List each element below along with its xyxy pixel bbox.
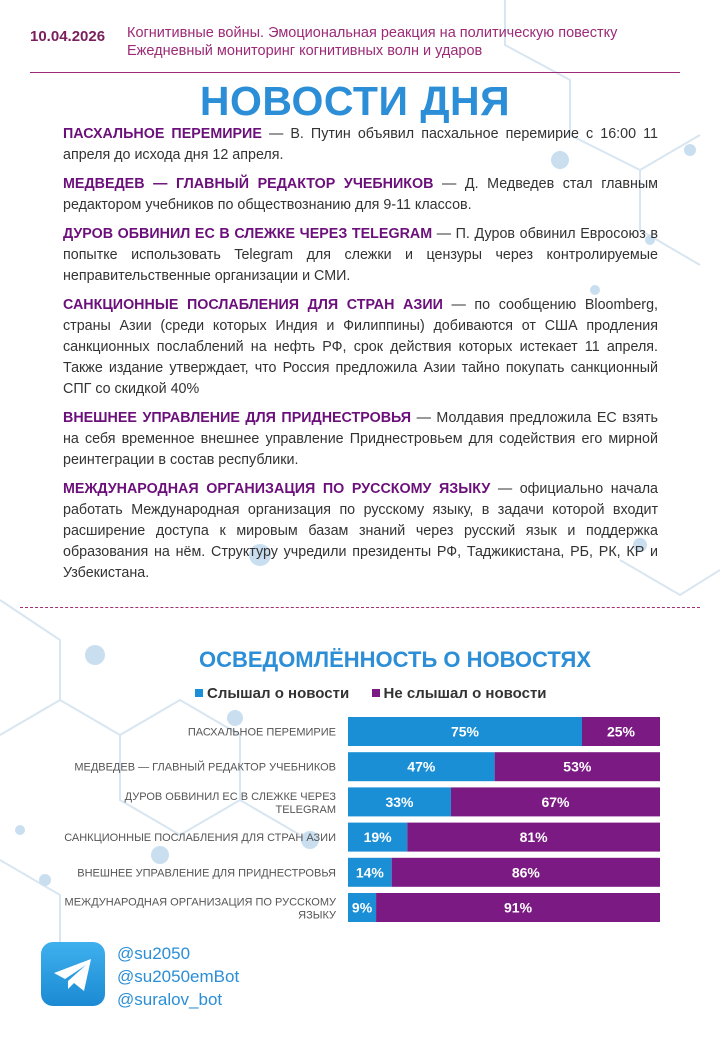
data-label: 47%: [407, 759, 436, 775]
handle-link[interactable]: @suralov_bot: [117, 990, 223, 1009]
data-label: 25%: [607, 724, 636, 740]
news-item: ПАСХАЛЬНОЕ ПЕРЕМИРИЕ — В. Путин объявил …: [63, 124, 658, 166]
category-label: ПАСХАЛЬНОЕ ПЕРЕМИРИЕ: [188, 727, 336, 739]
bar-not-heard: [450, 787, 660, 817]
news-text: — П. Дуров обвинил Евросоюз в попытке ис…: [63, 226, 658, 284]
news-headline: ПАСХАЛЬНОЕ ПЕРЕМИРИЕ: [63, 126, 262, 142]
news-text: — Молдавия предложила ЕС взять на себя в…: [63, 410, 658, 468]
page-title: НОВОСТИ ДНЯ: [199, 78, 511, 124]
data-label: 75%: [451, 724, 480, 740]
chart-legend: Слышал о новости Не слышал о новости: [195, 684, 547, 702]
news-item: МЕЖДУНАРОДНАЯ ОРГАНИЗАЦИЯ ПО РУССКОМУ ЯЗ…: [63, 479, 658, 584]
footer-handles: @su2050 @su2050emBot @suralov_bot: [117, 942, 239, 1011]
news-item: ДУРОВ ОБВИНИЛ ЕС В СЛЕЖКЕ ЧЕРЕЗ TELEGRAM…: [63, 224, 658, 287]
news-headline: МЕДВЕДЕВ — ГЛАВНЫЙ РЕДАКТОР УЧЕБНИКОВ: [63, 176, 434, 192]
bar-heard: [348, 893, 377, 922]
category-label: ЯЗЫКУ: [298, 910, 337, 922]
data-label: 86%: [512, 864, 541, 880]
news-text: — В. Путин объявил пасхальное перемирие …: [63, 126, 658, 163]
data-label: 67%: [541, 794, 570, 810]
news-text: — официально начала работать Международн…: [63, 481, 658, 581]
telegram-icon: [41, 942, 105, 1006]
news-headline: ВНЕШНЕЕ УПРАВЛЕНИЕ ДЛЯ ПРИДНЕСТРОВЬЯ: [63, 410, 412, 426]
legend-swatch-heard: [195, 689, 203, 698]
news-text: — Д. Медведев стал главным редактором уч…: [63, 176, 658, 213]
bar-not-heard: [376, 893, 660, 922]
legend-label-heard: Слышал о новости: [207, 684, 350, 702]
data-label: 14%: [356, 864, 385, 880]
news-list: ПАСХАЛЬНОЕ ПЕРЕМИРИЕ — В. Путин объявил …: [63, 124, 658, 592]
report-date: 10.04.2026: [30, 28, 106, 45]
category-label: САНКЦИОННЫЕ ПОСЛАБЛЕНИЯ ДЛЯ СТРАН АЗИИ: [64, 832, 336, 844]
report-subtitle: Когнитивные войны. Эмоциональная реакция…: [127, 24, 617, 60]
paper-plane-icon: [54, 959, 91, 991]
bar-heard: [348, 857, 392, 887]
category-label: TELEGRAM: [275, 804, 336, 816]
section-divider: [20, 607, 700, 608]
bar-not-heard: [582, 717, 660, 746]
news-text: — по сообщению Bloomberg, страны Азии (с…: [63, 297, 658, 397]
legend-swatch-not-heard: [371, 689, 380, 698]
header: 10.04.2026 Когнитивные войны. Эмоциональ…: [30, 22, 680, 62]
news-item: ВНЕШНЕЕ УПРАВЛЕНИЕ ДЛЯ ПРИДНЕСТРОВЬЯ — М…: [63, 408, 658, 471]
bar-heard: [348, 717, 582, 746]
data-label: 81%: [520, 829, 549, 845]
header-divider: [30, 72, 680, 73]
news-headline: ДУРОВ ОБВИНИЛ ЕС В СЛЕЖКЕ ЧЕРЕЗ TELEGRAM: [63, 226, 433, 242]
subtitle-line-1: Когнитивные войны. Эмоциональная реакция…: [127, 25, 618, 41]
news-headline: САНКЦИОННЫЕ ПОСЛАБЛЕНИЯ ДЛЯ СТРАН АЗИИ: [63, 297, 443, 313]
chart-title: ОСВЕДОМЛЁННОСТЬ О НОВОСТЯХ: [198, 647, 592, 672]
data-label: 33%: [385, 794, 414, 810]
news-item: САНКЦИОННЫЕ ПОСЛАБЛЕНИЯ ДЛЯ СТРАН АЗИИ —…: [63, 295, 658, 400]
bar-not-heard: [494, 752, 660, 782]
news-headline: МЕЖДУНАРОДНАЯ ОРГАНИЗАЦИЯ ПО РУССКОМУ ЯЗ…: [63, 481, 491, 497]
data-label: 91%: [504, 900, 533, 916]
category-label: МЕДВЕДЕВ — ГЛАВНЫЙ РЕДАКТОР УЧЕБНИКОВ: [74, 761, 336, 774]
awareness-chart: ПАСХАЛЬНОЕ ПЕРЕМИРИЕ 75% 25% МЕДВЕДЕВ — ГЛА…: [64, 717, 660, 922]
category-label: ДУРОВ ОБВИНИЛ ЕС В СЛЕЖКЕ ЧЕРЕЗ: [125, 791, 337, 803]
handle-link[interactable]: @su2050emBot: [117, 967, 240, 986]
data-label: 9%: [352, 900, 373, 916]
data-label: 53%: [563, 759, 592, 775]
bar-heard: [348, 822, 408, 852]
data-label: 19%: [364, 829, 393, 845]
bar-not-heard: [407, 822, 660, 852]
news-item: МЕДВЕДЕВ — ГЛАВНЫЙ РЕДАКТОР УЧЕБНИКОВ — …: [63, 174, 658, 216]
bar-heard: [348, 787, 451, 817]
category-label: ВНЕШНЕЕ УПРАВЛЕНИЕ ДЛЯ ПРИДНЕСТРОВЬЯ: [77, 867, 336, 879]
category-label: МЕЖДУНАРОДНАЯ ОРГАНИЗАЦИЯ ПО РУССКОМУ: [65, 897, 337, 909]
bar-heard: [348, 752, 495, 782]
bar-not-heard: [391, 857, 660, 887]
subtitle-line-2: Ежедневный мониторинг когнитивных волн и…: [127, 43, 483, 59]
legend-label-not-heard: Не слышал о новости: [383, 684, 547, 702]
handle-link[interactable]: @su2050: [117, 944, 191, 963]
